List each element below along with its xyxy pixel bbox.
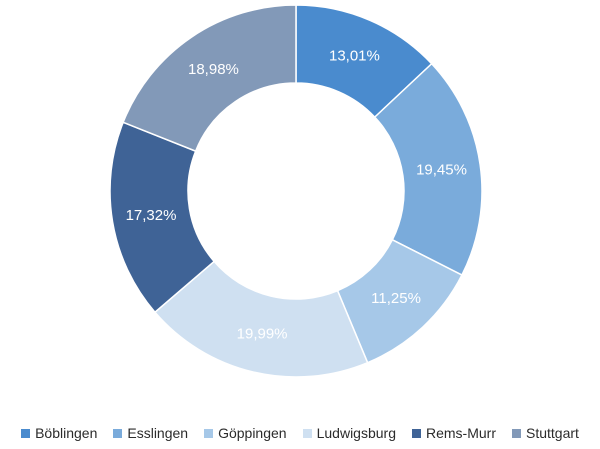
legend-item-stuttgart: Stuttgart (511, 425, 579, 441)
data-label-göppingen: 11,25% (371, 290, 421, 307)
data-label-stuttgart: 18,98% (188, 61, 239, 78)
data-label-esslingen: 19,45% (416, 162, 467, 179)
legend-swatch (511, 428, 521, 438)
slice-esslingen (373, 62, 483, 277)
legend-item-rems-murr: Rems-Murr (411, 425, 496, 441)
data-label-böblingen: 13,01% (329, 48, 380, 65)
legend-label: Böblingen (35, 425, 98, 441)
legend-swatch (21, 428, 31, 438)
legend-item-böblingen: Böblingen (21, 425, 97, 441)
legend-item-göppingen: Göppingen (204, 425, 287, 441)
legend-swatch (113, 428, 123, 438)
legend-item-esslingen: Esslingen (113, 425, 188, 441)
legend-label: Rems-Murr (425, 425, 496, 441)
legend: Böblingen Esslingen Göppingen Ludwigsburg Re… (0, 425, 600, 441)
data-label-rems-murr: 17,32% (126, 207, 177, 224)
data-label-ludwigsburg: 19,99% (237, 326, 288, 343)
slice-ludwigsburg (153, 260, 369, 378)
donut-chart-svg: 13,01% 19,45% 11,25% 19,99% 17,32% 18,98% (109, 4, 483, 378)
legend-label: Ludwigsburg (316, 425, 396, 441)
legend-label: Göppingen (218, 425, 287, 441)
legend-swatch (204, 428, 214, 438)
legend-label: Stuttgart (525, 425, 579, 441)
legend-item-ludwigsburg: Ludwigsburg (302, 425, 396, 441)
legend-label: Esslingen (127, 425, 189, 441)
legend-swatch (302, 428, 312, 438)
slice-stuttgart (122, 4, 297, 153)
legend-swatch (411, 428, 421, 438)
